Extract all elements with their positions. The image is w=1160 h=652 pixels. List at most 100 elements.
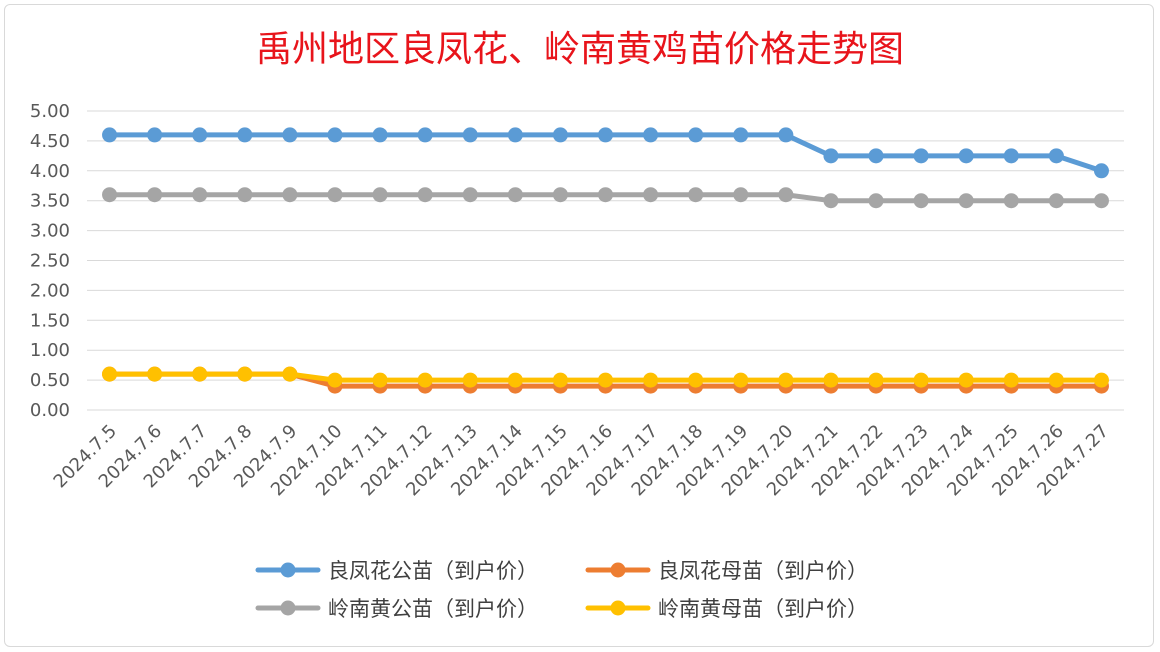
data-point [552,127,568,143]
y-tick-label: 1.50 [30,310,70,331]
data-point [778,187,794,203]
data-point [778,127,794,143]
data-point [913,372,929,388]
data-point [147,127,163,143]
data-point [913,148,929,164]
data-point [958,193,974,209]
x-axis-ticks: 2024.7.52024.7.62024.7.72024.7.82024.7.9… [50,421,1113,501]
y-tick-label: 3.00 [30,221,70,242]
data-point [417,127,433,143]
legend-swatch-marker [280,600,296,616]
data-point [868,193,884,209]
data-point [372,372,388,388]
data-point [1093,372,1109,388]
data-point [823,148,839,164]
data-point [147,187,163,203]
data-point [733,187,749,203]
y-tick-label: 1.00 [30,340,70,361]
data-point [733,372,749,388]
data-point [868,372,884,388]
legend-label: 良凤花公苗（到户价） [328,559,538,583]
data-point [688,372,704,388]
data-point [958,372,974,388]
chart-title: 禹州地区良凤花、岭南黄鸡苗价格走势图 [255,29,904,70]
data-point [868,148,884,164]
legend: 良凤花公苗（到户价） 良凤花母苗（到户价） 岭南黄公苗（到户价） 岭南黄母苗（到户价） [255,559,868,621]
data-point [327,127,343,143]
data-point [913,193,929,209]
data-point [282,187,298,203]
series-lines [102,127,1109,394]
data-point [552,187,568,203]
data-point [598,127,613,143]
data-point [327,187,343,203]
data-point [778,372,794,388]
series-3 [102,187,1109,209]
legend-label: 岭南黄公苗（到户价） [328,597,538,621]
data-point [688,127,704,143]
series-1 [102,127,1109,179]
data-point [237,187,253,203]
data-point [643,127,659,143]
data-point [372,127,388,143]
data-point [643,187,659,203]
data-point [102,127,118,143]
data-point [507,127,523,143]
data-point [688,187,704,203]
data-point [1048,372,1064,388]
y-tick-label: 2.00 [30,280,70,301]
y-tick-label: 2.50 [30,251,70,272]
data-point [1003,148,1019,164]
data-point [1048,193,1064,209]
data-point [823,193,839,209]
y-tick-label: 4.00 [30,161,70,182]
data-point [237,366,253,382]
data-point [1093,193,1109,209]
data-point [417,187,433,203]
legend-entry: 岭南黄母苗（到户价） [585,597,868,621]
data-point [282,127,298,143]
data-point [1048,148,1064,164]
data-point [507,372,523,388]
legend-swatch-marker [280,562,296,578]
y-tick-label: 3.50 [30,191,70,212]
y-tick-label: 0.00 [30,400,70,421]
series-4 [102,366,1109,388]
data-point [552,372,568,388]
data-point [1003,193,1019,209]
data-point [1093,163,1109,179]
legend-label: 岭南黄母苗（到户价） [658,597,868,621]
y-axis-ticks: 0.00 0.50 1.00 1.50 2.00 2.50 3.00 3.50 4.00 4.50… [30,101,70,421]
data-point [372,187,388,203]
data-point [462,187,478,203]
data-point [462,127,478,143]
gridlines [87,110,1124,411]
legend-swatch-marker [610,600,626,616]
legend-swatch-marker [610,562,626,578]
legend-entry: 良凤花母苗（到户价） [585,559,868,583]
data-point [192,127,208,143]
data-point [327,372,343,388]
data-point [102,187,118,203]
data-point [1003,372,1019,388]
data-point [192,187,208,203]
data-point [102,366,118,382]
data-point [192,366,208,382]
data-point [282,366,298,382]
data-point [643,372,659,388]
data-point [733,127,749,143]
legend-label: 良凤花母苗（到户价） [658,559,868,583]
data-point [237,127,253,143]
data-point [598,187,613,203]
data-point [598,372,613,388]
data-point [507,187,523,203]
data-point [147,366,163,382]
legend-entry: 良凤花公苗（到户价） [255,559,538,583]
data-point [462,372,478,388]
data-point [417,372,433,388]
data-point [958,148,974,164]
data-point [823,372,839,388]
legend-entry: 岭南黄公苗（到户价） [255,597,538,621]
y-tick-label: 5.00 [30,101,70,122]
